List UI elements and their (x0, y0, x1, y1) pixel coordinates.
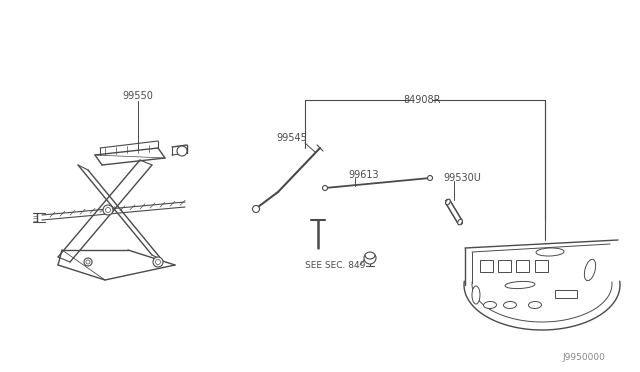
Ellipse shape (529, 301, 541, 308)
Bar (480, 260, 493, 272)
Text: 99613: 99613 (348, 170, 379, 180)
Ellipse shape (483, 301, 497, 308)
Ellipse shape (505, 281, 535, 289)
Circle shape (253, 205, 259, 212)
Circle shape (428, 176, 433, 180)
Ellipse shape (445, 199, 451, 205)
Ellipse shape (458, 219, 462, 225)
Circle shape (106, 208, 111, 212)
Text: SEE SEC. 849: SEE SEC. 849 (305, 260, 365, 269)
Ellipse shape (472, 286, 480, 304)
Bar (498, 260, 511, 272)
Ellipse shape (504, 301, 516, 308)
Bar (535, 260, 548, 272)
Ellipse shape (536, 248, 564, 256)
Text: J9950000: J9950000 (562, 353, 605, 362)
Circle shape (364, 252, 376, 264)
Ellipse shape (584, 259, 596, 281)
Circle shape (84, 258, 92, 266)
Text: 99550: 99550 (123, 91, 154, 101)
Bar (555, 290, 577, 298)
Text: 84908R: 84908R (403, 95, 441, 105)
Circle shape (103, 205, 113, 215)
Circle shape (177, 146, 187, 156)
Circle shape (323, 186, 328, 190)
Circle shape (86, 260, 90, 264)
Circle shape (156, 260, 161, 264)
Text: 99545: 99545 (276, 133, 307, 143)
Circle shape (153, 257, 163, 267)
Bar (516, 260, 529, 272)
Text: 99530U: 99530U (443, 173, 481, 183)
